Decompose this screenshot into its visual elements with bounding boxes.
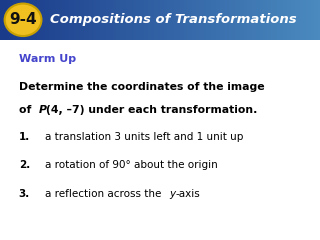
Text: Compositions of Transformations: Compositions of Transformations — [50, 12, 296, 25]
Text: Determine the coordinates of the image: Determine the coordinates of the image — [19, 82, 264, 92]
Text: (4, –7) under each transformation.: (4, –7) under each transformation. — [46, 105, 257, 115]
Text: a reflection across the: a reflection across the — [45, 189, 164, 199]
Text: a translation 3 units left and 1 unit up: a translation 3 units left and 1 unit up — [45, 132, 243, 142]
Text: 2.: 2. — [19, 160, 30, 170]
Text: P: P — [39, 105, 47, 115]
Text: y: y — [169, 189, 175, 199]
Text: 3.: 3. — [19, 189, 30, 199]
Text: 1.: 1. — [19, 132, 30, 142]
Text: 9-4: 9-4 — [9, 12, 37, 27]
Text: Holt McDougal Geometry: Holt McDougal Geometry — [8, 226, 107, 232]
Text: -axis: -axis — [175, 189, 200, 199]
Text: of: of — [19, 105, 35, 115]
Text: Warm Up: Warm Up — [19, 54, 76, 64]
Text: a rotation of 90° about the origin: a rotation of 90° about the origin — [45, 160, 218, 170]
Text: Copyright © by Holt Mc Dougal. All Rights Reserved.: Copyright © by Holt Mc Dougal. All Right… — [168, 226, 312, 231]
Ellipse shape — [4, 4, 42, 36]
